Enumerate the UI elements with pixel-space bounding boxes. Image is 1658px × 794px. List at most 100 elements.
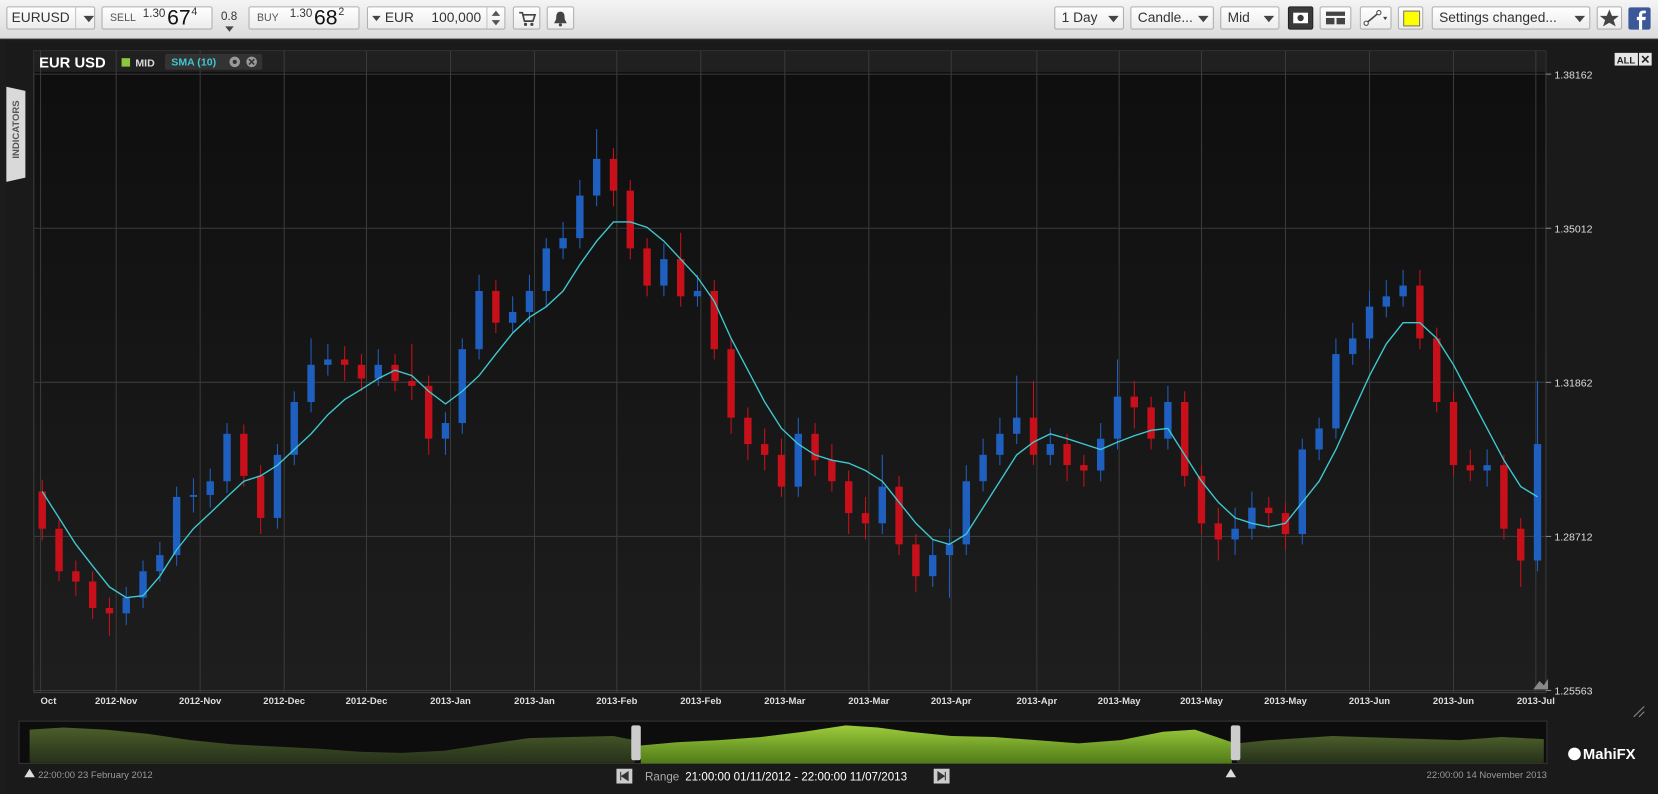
- candle-body: [1231, 528, 1239, 540]
- candle-body: [206, 481, 214, 495]
- cart-icon: [519, 11, 537, 26]
- candle-body: [828, 460, 836, 482]
- candle-body: [1298, 449, 1307, 535]
- legend-entry: SMA (10): [171, 57, 216, 69]
- candle-body: [676, 259, 685, 297]
- candle-body: [727, 349, 735, 418]
- candle-body: [88, 581, 97, 608]
- spin-up[interactable]: [491, 10, 501, 16]
- candle-body: [340, 359, 349, 365]
- line-tool-icon: [1363, 10, 1388, 26]
- amount-input[interactable]: EUR 100,000: [366, 6, 506, 30]
- x-tick-label: 2013-Jun: [1349, 696, 1390, 707]
- end-marker[interactable]: [1225, 768, 1237, 778]
- candle-body: [1517, 528, 1525, 561]
- candle-body: [1315, 428, 1323, 450]
- candle-body: [441, 423, 450, 439]
- separator: [75, 7, 77, 29]
- candle-body: [189, 494, 198, 497]
- resize-grip[interactable]: [1633, 705, 1645, 718]
- brand-logo: [1568, 747, 1581, 761]
- zoom-handle[interactable]: [1533, 678, 1549, 690]
- color-swatch: [1403, 10, 1421, 27]
- navigator-handle[interactable]: [1230, 725, 1241, 761]
- color-button[interactable]: [1397, 6, 1424, 30]
- navigator-handle[interactable]: [631, 725, 641, 761]
- candle-body: [1365, 306, 1374, 339]
- bell-icon: [554, 11, 567, 27]
- candle-body: [525, 290, 534, 312]
- draw-tool[interactable]: [1359, 6, 1392, 30]
- sell-fraction: 4: [191, 6, 198, 18]
- candle-body: [945, 544, 954, 556]
- candle-body: [307, 364, 315, 403]
- x-tick-label: 2013-Mar: [848, 696, 889, 707]
- x-tick-label: 2013-Apr: [931, 696, 972, 707]
- cart-button[interactable]: [512, 6, 541, 30]
- alert-button[interactable]: [546, 6, 575, 30]
- navigator-end: 22:00:00 14 November 2013: [1427, 770, 1547, 781]
- y-tick-label: 1.25563: [1554, 686, 1592, 698]
- style-select[interactable]: Candle...: [1130, 6, 1214, 30]
- candle-body: [660, 259, 668, 286]
- all-button[interactable]: [1614, 52, 1638, 66]
- candle-body: [609, 158, 618, 191]
- x-tick-label: 2013-Jan: [514, 696, 555, 707]
- dropdown-arrow: [1574, 15, 1586, 23]
- dropdown-arrow: [1263, 15, 1275, 23]
- legend-entry: MID: [135, 58, 155, 70]
- buy-button[interactable]: BUY 1.30 68 2: [248, 6, 360, 30]
- prev-icon: [620, 770, 629, 782]
- x-tick-label: 2013-Mar: [764, 696, 805, 707]
- candle-body: [122, 597, 130, 614]
- plot-area: [33, 50, 1547, 694]
- sell-pips: 67: [167, 6, 191, 30]
- y-tick-label: 1.38162: [1554, 69, 1592, 81]
- settings-select[interactable]: Settings changed...: [1431, 6, 1591, 30]
- chart-header: [33, 50, 1546, 72]
- separator: [486, 7, 488, 29]
- candle-body: [895, 486, 903, 545]
- candle-body: [1046, 444, 1054, 455]
- period-select[interactable]: 1 Day: [1054, 6, 1125, 30]
- layout-button[interactable]: [1319, 6, 1352, 30]
- indicators-tab[interactable]: [6, 86, 26, 182]
- dropdown-arrow: [1108, 15, 1119, 23]
- candle-body: [542, 248, 550, 291]
- start-marker[interactable]: [24, 768, 35, 778]
- candle-body: [424, 385, 433, 439]
- y-tick-label: 1.28712: [1554, 532, 1592, 544]
- symbol-select[interactable]: EURUSD: [6, 6, 96, 30]
- layout-icon: [1325, 11, 1346, 25]
- spin-down[interactable]: [491, 20, 501, 26]
- candle-body: [710, 290, 718, 350]
- candle-body: [811, 433, 819, 461]
- candle-body: [1399, 285, 1407, 297]
- candle-body: [744, 417, 752, 445]
- favorite-button[interactable]: [1596, 6, 1623, 30]
- candle-body: [55, 528, 63, 572]
- candle-body: [1180, 402, 1189, 476]
- candle-body: [861, 513, 870, 524]
- price-select[interactable]: Mid: [1220, 6, 1280, 30]
- sma-line: [41, 221, 1538, 599]
- facebook-button[interactable]: [1628, 7, 1651, 30]
- x-tick-label: 2013-Feb: [596, 696, 637, 707]
- candle-body: [290, 402, 298, 455]
- candle-body: [912, 544, 920, 577]
- toolbar: EURUSD SELL 1.30 67 4 0.8 BUY 1.30 68 2 …: [0, 0, 1658, 40]
- candle-body: [1248, 507, 1256, 529]
- x-tick-label: 2012-Dec: [263, 696, 305, 707]
- all-button-label: ALL: [1617, 55, 1636, 66]
- snapshot-button[interactable]: [1287, 6, 1314, 30]
- candle-body: [643, 248, 651, 286]
- candle-body: [760, 444, 769, 455]
- sell-button[interactable]: SELL 1.30 67 4: [101, 6, 213, 30]
- candle-body: [273, 454, 282, 518]
- spread: 0.8: [220, 10, 238, 24]
- navigator-selection[interactable]: [640, 725, 1232, 764]
- facebook-icon: [1636, 10, 1646, 30]
- candle-body: [962, 481, 970, 545]
